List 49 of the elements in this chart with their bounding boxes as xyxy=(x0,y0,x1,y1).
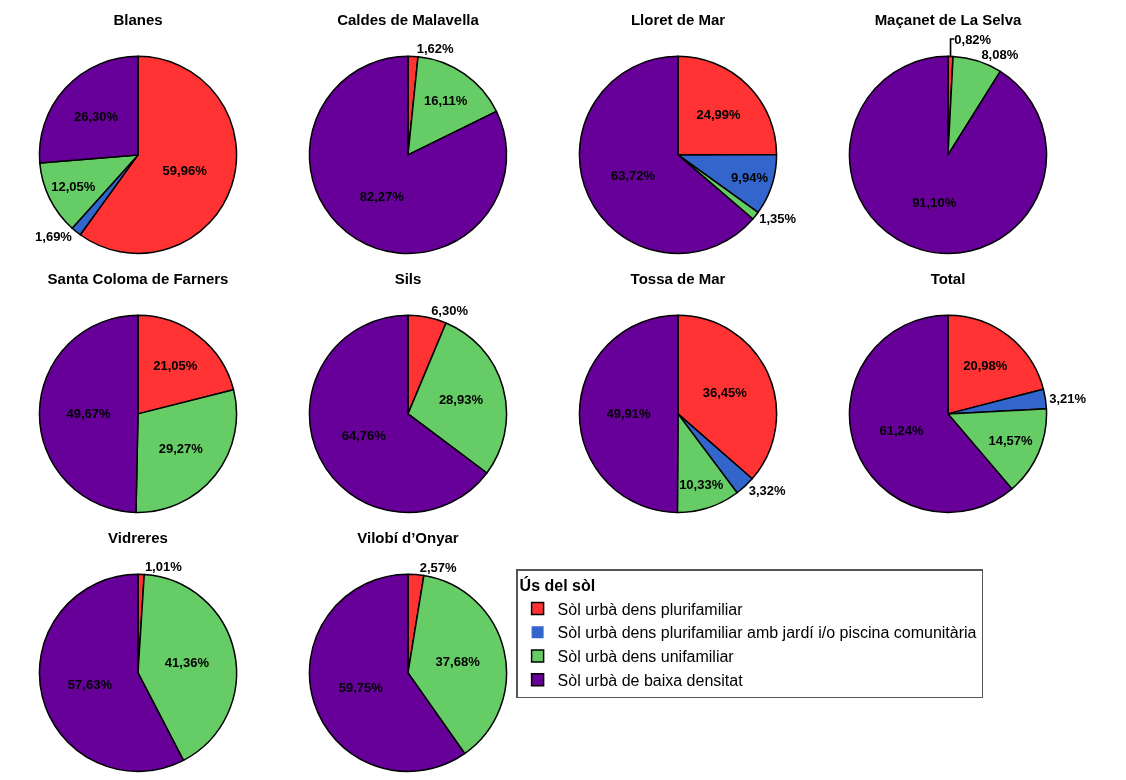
data-label: 49,67% xyxy=(66,405,111,421)
data-label: 2,57% xyxy=(419,559,457,575)
chart-title: Blanes xyxy=(113,11,163,29)
chart-title: Total xyxy=(930,270,966,288)
data-label: 82,27% xyxy=(359,189,405,205)
data-label: 26,30% xyxy=(73,108,119,124)
data-label: 1,62% xyxy=(416,41,455,57)
data-label: 59,96% xyxy=(162,162,208,178)
chart-title: Lloret de Mar xyxy=(630,11,726,29)
legend-label: Sòl urbà dens unifamiliar xyxy=(557,648,735,666)
chart-title: Vilobí d’Onyar xyxy=(357,529,459,547)
data-label: 0,82% xyxy=(954,31,992,47)
data-label: 1,01% xyxy=(144,559,183,575)
data-label: 3,32% xyxy=(748,482,787,498)
legend-label: Sòl urbà dens plurifamiliar amb jardí i/o piscina comunitària xyxy=(557,624,977,642)
chart-title: Tossa de Mar xyxy=(630,270,726,288)
data-label: 91,10% xyxy=(912,194,957,210)
data-label: 36,45% xyxy=(702,385,748,401)
data-label: 24,99% xyxy=(696,106,742,122)
data-label: 28,93% xyxy=(438,391,484,407)
legend-label: Sòl urbà dens plurifamiliar xyxy=(557,600,744,618)
data-label: 1,35% xyxy=(759,211,797,227)
data-label: 64,76% xyxy=(341,428,387,444)
data-label: 1,69% xyxy=(35,228,73,244)
data-label: 57,63% xyxy=(67,677,113,693)
data-label: 37,68% xyxy=(435,653,481,669)
data-label: 49,91% xyxy=(606,406,651,422)
data-label: 14,57% xyxy=(988,433,1034,449)
data-label: 61,24% xyxy=(879,423,925,439)
chart-title: Santa Coloma de Farners xyxy=(47,270,229,288)
data-label: 9,94% xyxy=(731,170,769,186)
data-label: 3,21% xyxy=(1049,391,1087,407)
data-label: 8,08% xyxy=(981,46,1019,62)
legend-label: Sòl urbà de baixa densitat xyxy=(557,672,744,690)
data-label: 41,36% xyxy=(164,655,210,671)
chart-title: Vidreres xyxy=(108,529,168,547)
chart-title: Maçanet de La Selva xyxy=(874,11,1023,29)
data-label: 16,11% xyxy=(424,92,468,108)
data-label: 20,98% xyxy=(963,358,1008,374)
data-label: 29,27% xyxy=(158,440,204,456)
data-label: 10,33% xyxy=(679,477,724,493)
data-label: 12,05% xyxy=(51,179,96,195)
data-label: 6,30% xyxy=(431,302,469,318)
data-label: 21,05% xyxy=(153,358,198,374)
data-label: 59,75% xyxy=(338,680,384,696)
data-label: 63,72% xyxy=(610,167,656,183)
legend-title: Ús del sòl xyxy=(519,576,596,595)
chart-title: Sils xyxy=(394,270,422,288)
chart-title: Caldes de Malavella xyxy=(337,11,480,29)
